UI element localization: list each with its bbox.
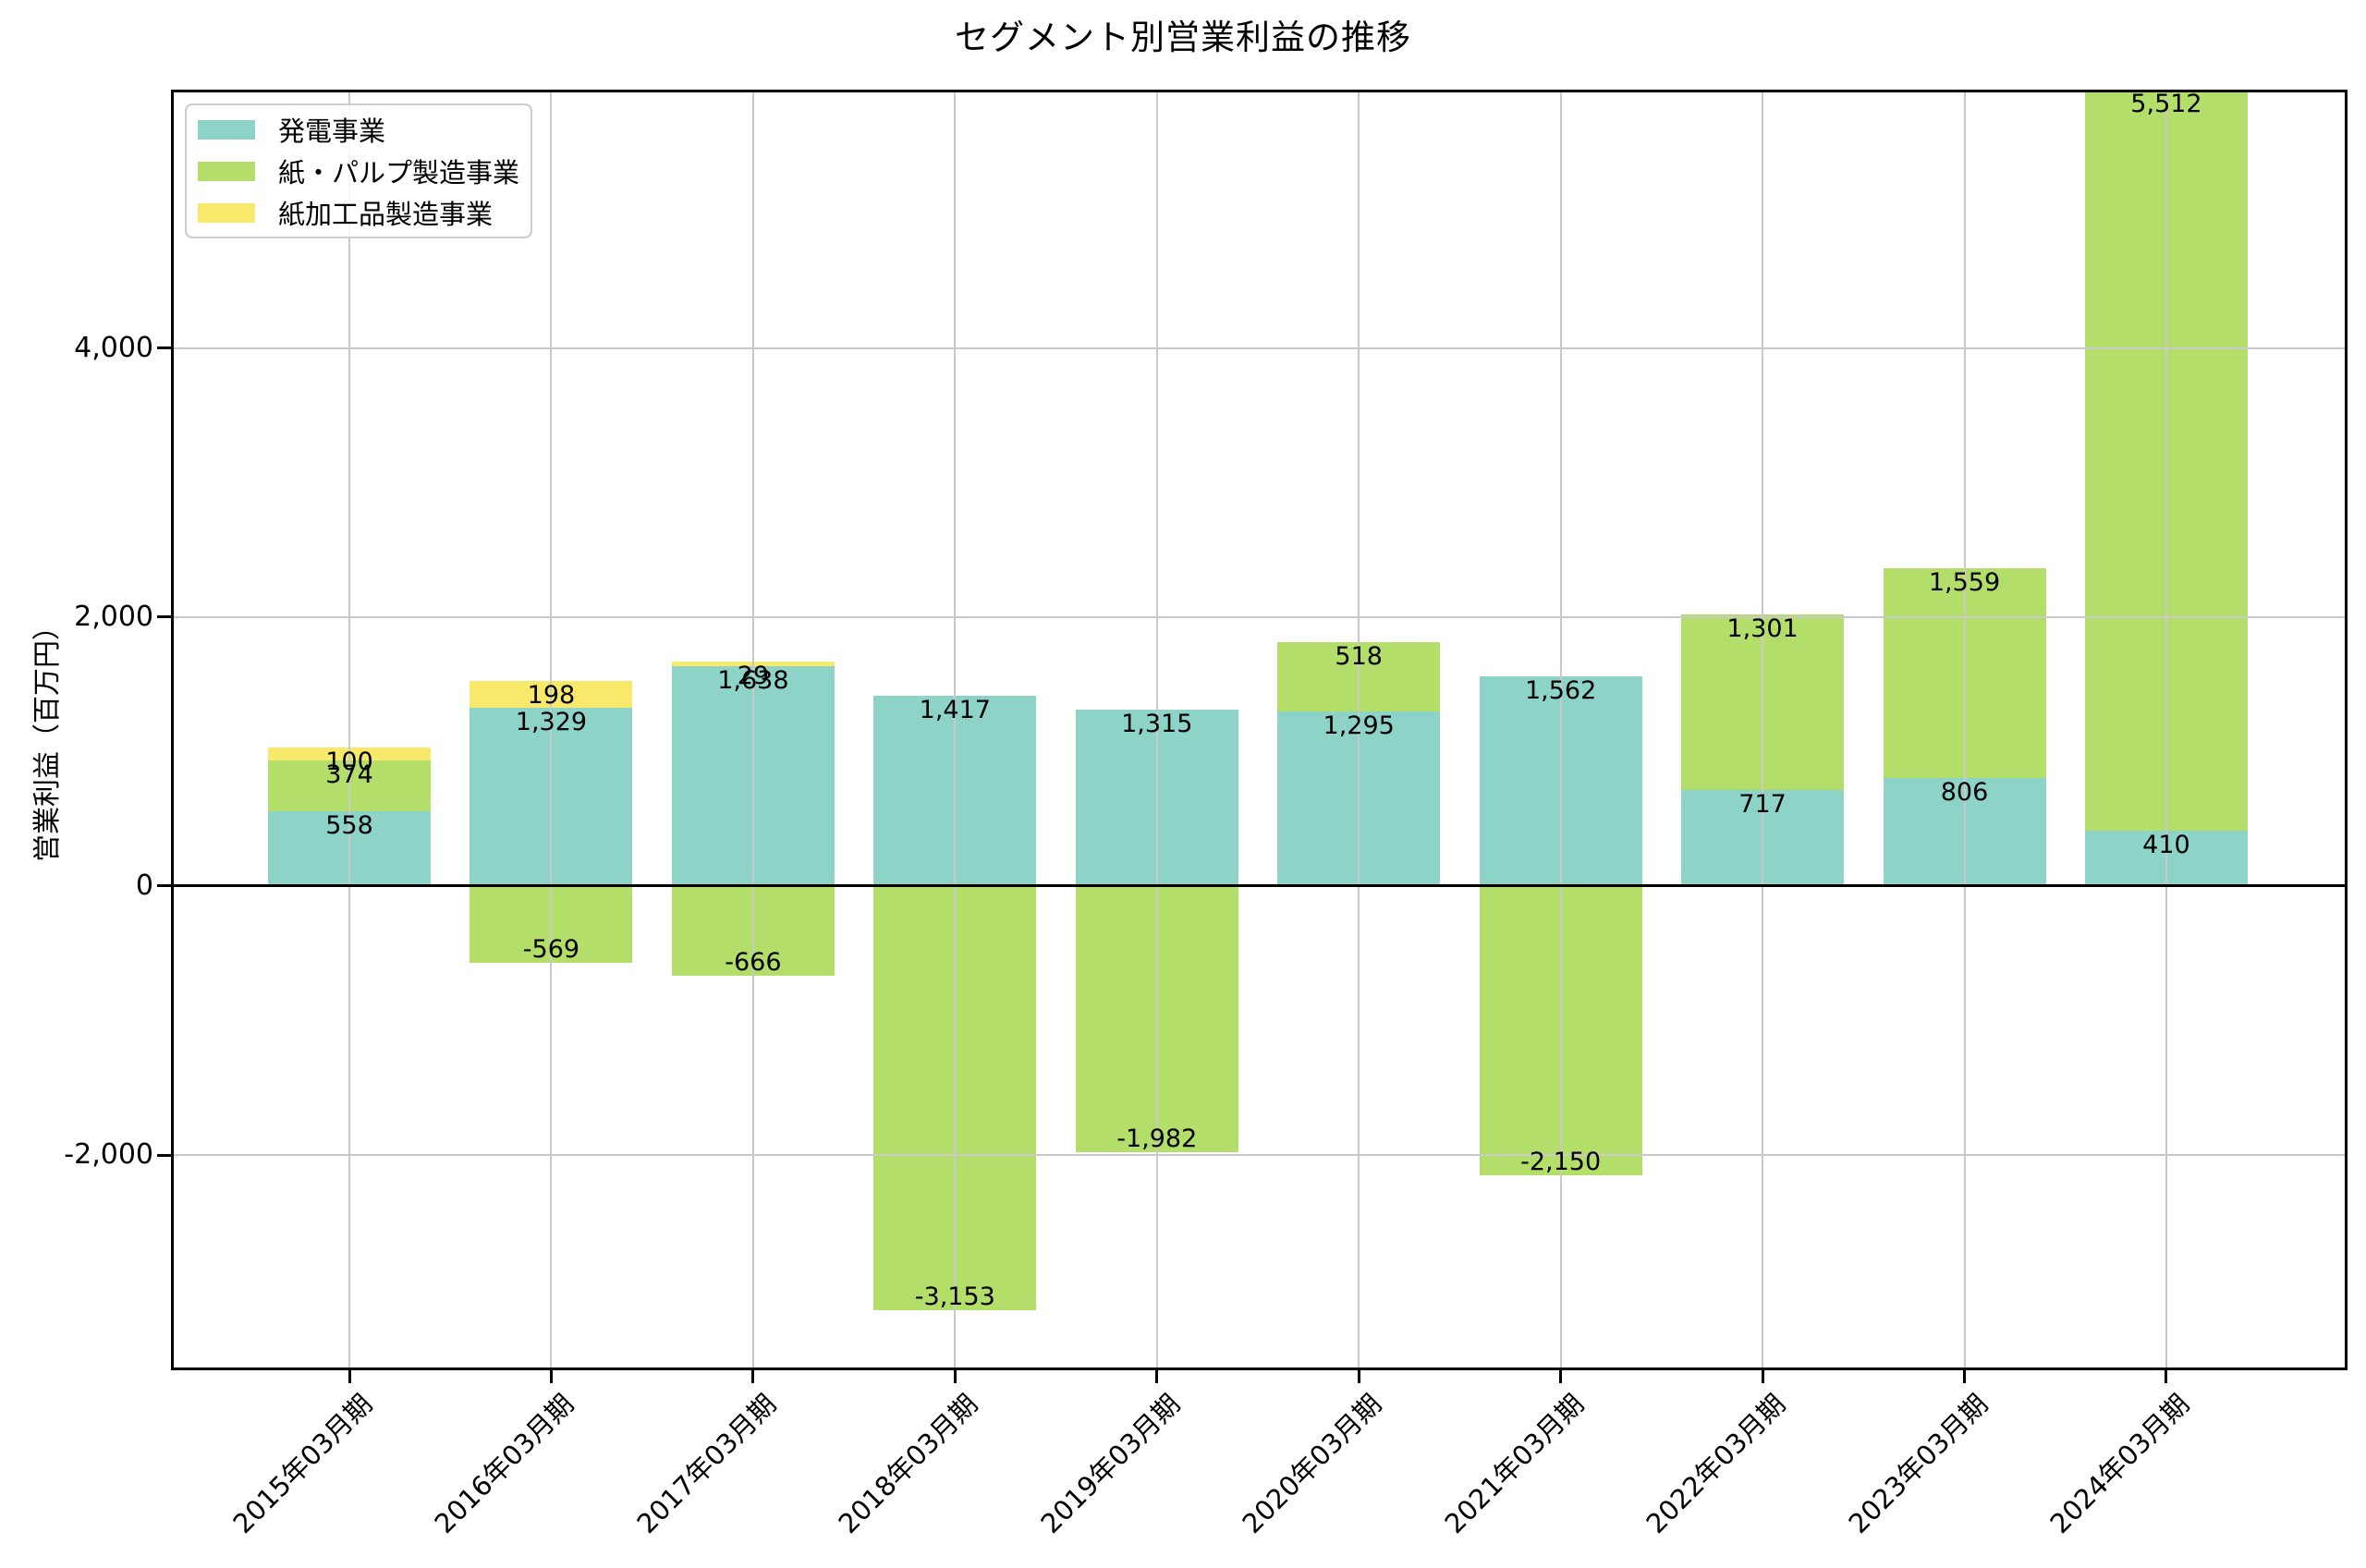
bar-value-label: 1,315 (1121, 709, 1193, 738)
x-axis-tick (1559, 1370, 1563, 1383)
x-axis-tick (348, 1370, 351, 1383)
x-tick-label: 2022年03月期 (1640, 1388, 1792, 1540)
x-axis-tick (751, 1370, 755, 1383)
bar-value-label: 717 (1738, 789, 1787, 819)
x-axis-tick (2165, 1370, 2168, 1383)
legend-label-processed-paper: 紙加工品製造事業 (278, 199, 494, 230)
gridline-vertical (1963, 90, 1966, 1370)
gridline-horizontal (171, 346, 2348, 349)
bar-value-label: 198 (527, 680, 576, 710)
gridline-vertical (1559, 90, 1562, 1370)
bar-value-label: 806 (1940, 777, 1989, 807)
bar-value-label: 1,301 (1726, 614, 1799, 644)
bar-value-label: -569 (522, 934, 580, 964)
gridline-vertical (2165, 90, 2167, 1370)
x-axis-tick (1155, 1370, 1159, 1383)
bar-value-label: 29 (737, 662, 770, 691)
y-axis-label: 営業利益（百万円） (31, 613, 64, 862)
gridline-vertical (1358, 90, 1360, 1370)
x-tick-label: 2016年03月期 (428, 1388, 580, 1540)
bar-value-label: 410 (2142, 831, 2190, 860)
gridline-vertical (1155, 90, 1158, 1370)
gridline-vertical (1762, 90, 1764, 1370)
bar-value-label: 1,638 (717, 665, 789, 695)
x-tick-label: 2023年03月期 (1842, 1388, 1994, 1540)
bar-value-label: 518 (1335, 642, 1383, 672)
legend-item-power: 発電事業 (198, 109, 531, 151)
x-tick-label: 2020年03月期 (1236, 1388, 1388, 1540)
x-axis-tick (1963, 1370, 1967, 1383)
bar-value-label: 558 (325, 810, 373, 840)
bar-value-label: 5,512 (2130, 90, 2202, 118)
legend-item-paper-pulp: 紙・パルプ製造事業 (198, 151, 531, 192)
x-tick-label: 2017年03月期 (630, 1388, 783, 1540)
bar-value-label: 374 (325, 760, 373, 790)
y-axis-tick (157, 1153, 171, 1157)
zero-line (171, 884, 2348, 888)
x-axis-tick (1761, 1370, 1764, 1383)
x-tick-label: 2021年03月期 (1438, 1388, 1590, 1540)
y-axis-tick (157, 346, 171, 350)
y-tick-label: 4,000 (74, 331, 153, 364)
x-tick-label: 2018年03月期 (832, 1388, 984, 1540)
gridline-horizontal (171, 615, 2348, 618)
legend-swatch-power (198, 119, 255, 140)
bar-value-label: 1,329 (515, 707, 588, 736)
x-axis-tick (549, 1370, 553, 1383)
y-axis-tick (157, 884, 171, 888)
gridline-vertical (954, 90, 957, 1370)
bar-value-label: 1,559 (1928, 567, 2001, 597)
y-axis-tick (157, 615, 171, 619)
bar-value-label: 1,562 (1524, 675, 1597, 705)
legend-swatch-paper-pulp (198, 161, 255, 181)
bar-value-label: 1,417 (919, 695, 991, 724)
legend-label-power: 発電事業 (278, 115, 386, 147)
gridline-horizontal (171, 1154, 2348, 1157)
y-tick-label: 2,000 (74, 600, 153, 633)
legend-swatch-processed-paper (198, 202, 255, 223)
chart-title: セグメント別営業利益の推移 (955, 18, 1411, 57)
bar-value-label: -1,982 (1116, 1124, 1198, 1154)
gridline-vertical (550, 90, 553, 1370)
legend-item-processed-paper: 紙加工品製造事業 (198, 192, 531, 234)
bar-value-label: 100 (325, 747, 373, 776)
gridline-vertical (751, 90, 754, 1370)
y-tick-label: -2,000 (64, 1138, 153, 1172)
x-tick-label: 2024年03月期 (2043, 1388, 2196, 1540)
legend-label-paper-pulp: 紙・パルプ製造事業 (278, 157, 520, 188)
x-axis-tick (953, 1370, 957, 1383)
y-tick-label: 0 (135, 869, 153, 902)
gridline-vertical (348, 90, 350, 1370)
x-tick-label: 2019年03月期 (1034, 1388, 1187, 1540)
bar-value-label: -3,153 (914, 1282, 995, 1311)
x-axis-tick (1357, 1370, 1360, 1383)
bar-value-label: -2,150 (1520, 1147, 1602, 1176)
legend: 発電事業 紙・パルプ製造事業 紙加工品製造事業 (185, 103, 532, 238)
bar-value-label: 1,295 (1323, 711, 1395, 741)
bar-value-label: -666 (725, 947, 782, 977)
plot-area: 558 374 100 1,329 -569 198 1,638 -666 29 1,417 -3,… (171, 90, 2348, 1370)
x-tick-label: 2015年03月期 (226, 1388, 379, 1540)
